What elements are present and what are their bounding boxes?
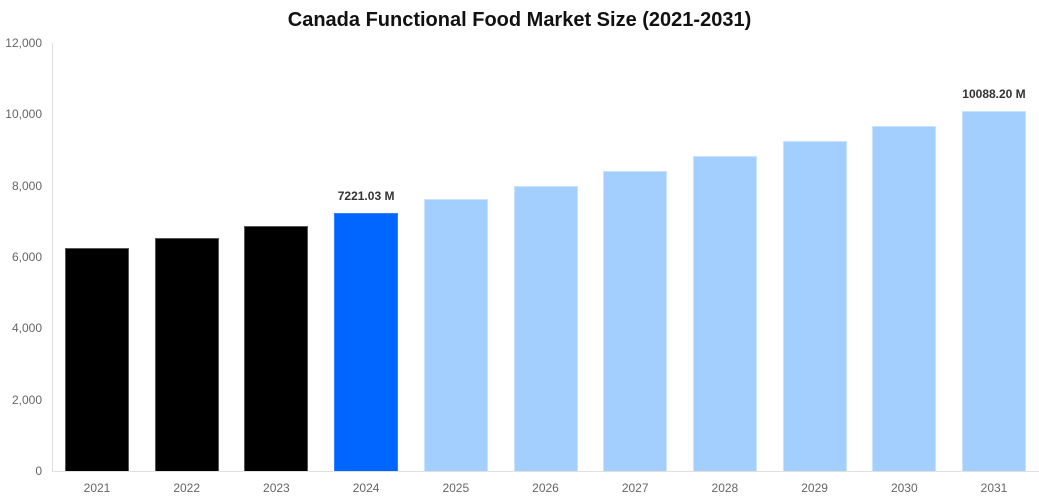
x-tick-label: 2031 [980,481,1008,495]
x-tick-label: 2024 [352,481,380,495]
bar-2023[interactable] [244,226,309,471]
bar-value-label: 10088.20 M [962,87,1026,102]
bar-2025[interactable] [423,199,488,471]
bar-2029[interactable] [782,141,847,471]
y-tick-label: 12,000 [5,36,42,50]
x-tick-label: 2027 [621,481,649,495]
y-tick-label: 4,000 [11,321,42,336]
x-tick-label: 2029 [801,481,828,495]
x-tick-label: 2022 [173,481,201,495]
x-tick-label: 2030 [890,481,918,495]
chart-title: Canada Functional Food Market Size (2021… [287,9,752,31]
bar-2022[interactable] [154,237,219,471]
y-tick-label: 6,000 [11,250,42,264]
bar-2021[interactable] [65,247,129,471]
y-tick-label: 2,000 [11,392,42,407]
bar-value-label: 7221.03 M [337,189,395,204]
bar-2027[interactable] [603,171,668,471]
bar-2030[interactable] [872,126,937,471]
plot-area [52,43,1039,471]
bar-2031[interactable] [962,111,1026,471]
bar-2024[interactable] [334,213,399,471]
y-tick-label: 8,000 [11,178,42,193]
x-tick-label: 2028 [711,481,739,495]
x-tick-label: 2026 [532,481,559,495]
bar-2028[interactable] [692,156,757,471]
x-axis-line [52,471,1039,472]
x-tick-label: 2023 [263,481,290,495]
x-tick-label: 2021 [83,481,111,495]
x-tick-label: 2025 [442,481,470,495]
y-axis-line [52,43,53,471]
y-tick-label: 10,000 [5,107,42,122]
y-tick-label: 0 [35,464,42,478]
bar-2026[interactable] [513,186,578,471]
